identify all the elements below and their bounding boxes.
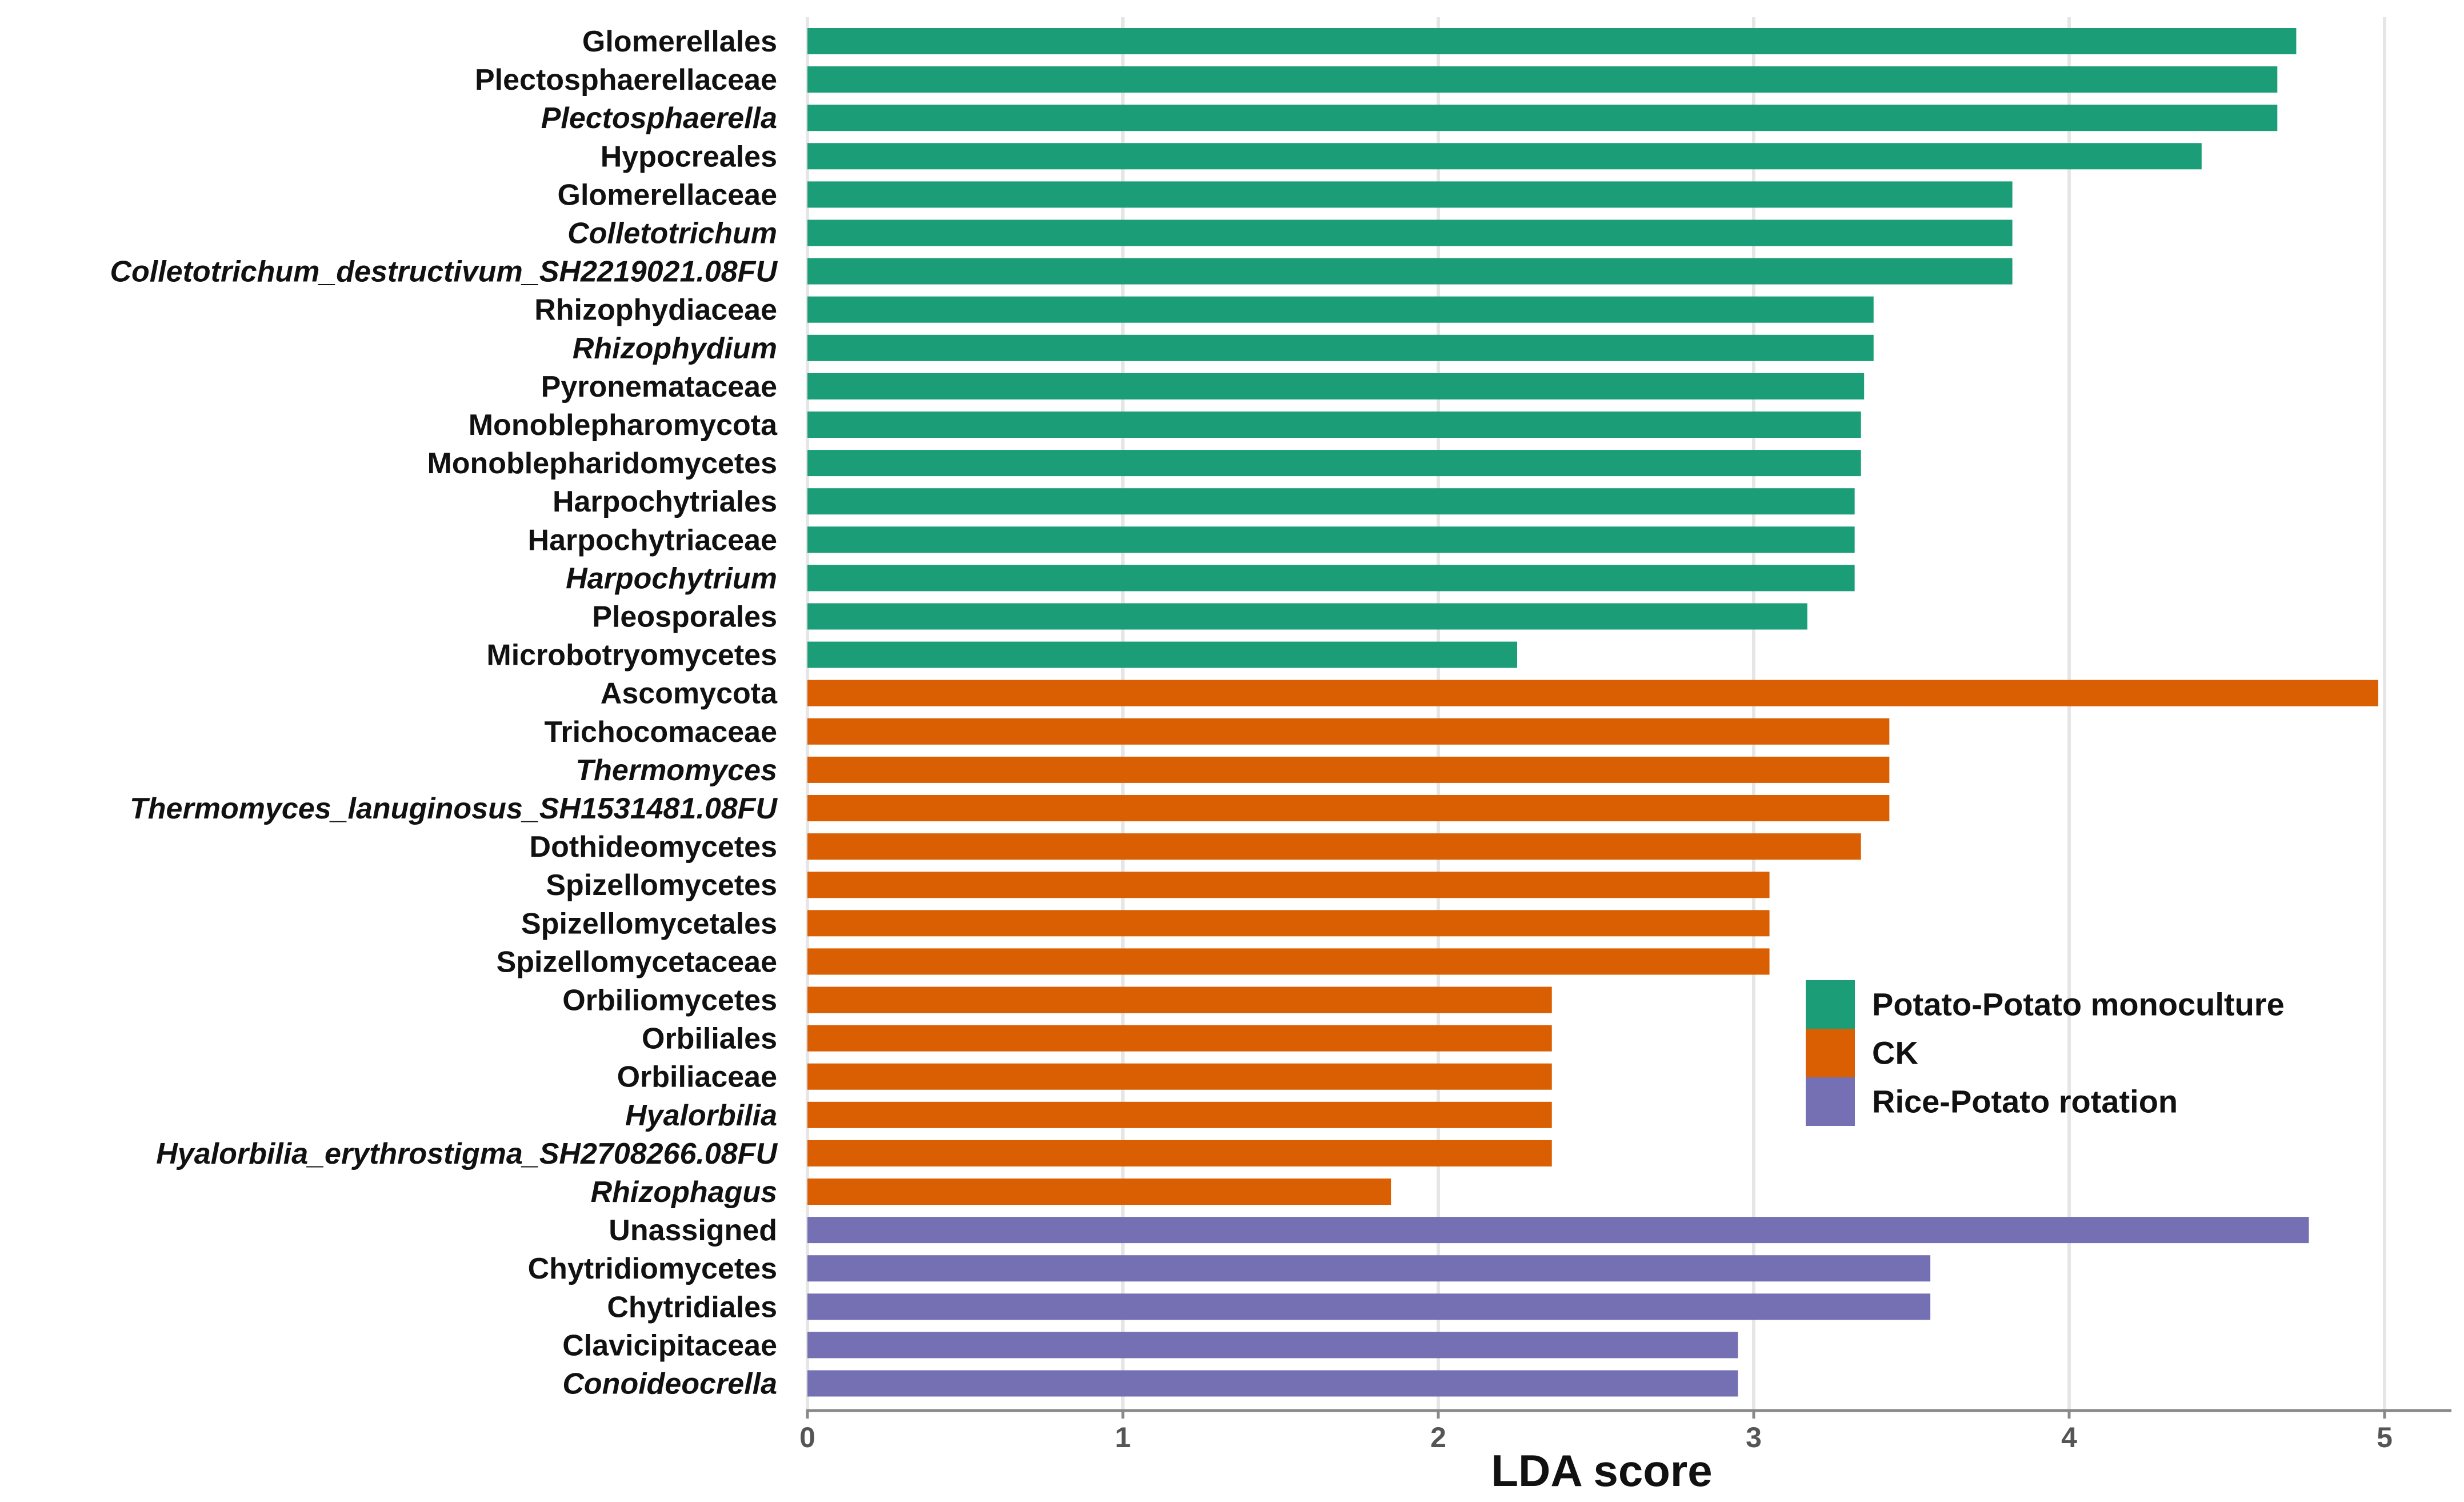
legend-label-0: Potato-Potato monoculture [1872, 986, 2285, 1022]
category-label-13: Harpochytriaceae [528, 524, 777, 557]
bar-11 [807, 450, 1861, 477]
bar-30 [807, 1179, 1391, 1205]
legend-key-2 [1806, 1077, 1855, 1126]
x-axis: 0 1 2 3 4 5 [799, 1409, 2451, 1453]
category-label-10: Monoblepharomycota [469, 409, 778, 442]
category-label-9: Pyronemataceae [541, 370, 777, 404]
bar-10 [807, 412, 1861, 438]
category-label-29: Hyalorbilia_erythrostigma_SH2708266.08FU [156, 1137, 778, 1171]
x-tick-label-4: 4 [2061, 1421, 2077, 1453]
bar-15 [807, 603, 1807, 630]
category-label-17: Ascomycota [601, 677, 778, 710]
bar-26 [807, 1025, 1552, 1052]
bar-2 [807, 105, 2278, 131]
category-label-26: Orbiliales [642, 1022, 777, 1056]
category-label-24: Spizellomycetaceae [497, 945, 777, 978]
legend-label-1: CK [1872, 1035, 1918, 1071]
category-label-14: Harpochytrium [566, 562, 777, 595]
x-tick-label-0: 0 [799, 1421, 815, 1453]
bar-1 [807, 66, 2278, 93]
category-label-12: Harpochytriales [553, 485, 777, 518]
bar-33 [807, 1293, 1931, 1320]
bar-28 [807, 1101, 1552, 1128]
category-label-30: Rhizophagus [591, 1176, 777, 1209]
x-tick-label-5: 5 [2377, 1421, 2393, 1453]
x-tick-label-3: 3 [1746, 1421, 1762, 1453]
category-label-4: Glomerellaceae [558, 178, 777, 211]
bar-23 [807, 910, 1770, 937]
category-label-18: Trichocomaceae [544, 716, 777, 749]
bar-18 [807, 718, 1890, 745]
category-label-15: Pleosporales [592, 601, 777, 634]
bar-21 [807, 833, 1861, 860]
category-label-34: Clavicipitaceae [562, 1329, 777, 1362]
category-label-16: Microbotryomycetes [486, 639, 777, 672]
category-label-21: Dothideomycetes [530, 830, 777, 864]
bar-34 [807, 1332, 1738, 1359]
legend-label-2: Rice-Potato rotation [1872, 1084, 2178, 1120]
category-label-3: Hypocreales [601, 140, 777, 173]
bar-6 [807, 258, 2013, 285]
x-tick-label-2: 2 [1430, 1421, 1446, 1453]
category-label-8: Rhizophydium [573, 332, 777, 365]
bar-19 [807, 756, 1890, 783]
category-label-6: Colletotrichum_destructivum_SH2219021.08… [110, 255, 778, 289]
category-label-5: Colletotrichum [567, 217, 777, 250]
bar-4 [807, 181, 2013, 208]
category-label-11: Monoblepharidomycetes [427, 447, 777, 480]
category-label-20: Thermomyces_lanuginosus_SH1531481.08FU [130, 792, 778, 825]
category-label-22: Spizellomycetes [546, 869, 777, 902]
bar-32 [807, 1255, 1931, 1282]
bar-3 [807, 143, 2202, 170]
category-label-25: Orbiliomycetes [562, 984, 777, 1017]
legend-key-1 [1806, 1029, 1855, 1077]
bar-35 [807, 1370, 1738, 1397]
bar-22 [807, 872, 1770, 898]
bar-0 [807, 28, 2297, 54]
bar-25 [807, 986, 1552, 1013]
bar-24 [807, 948, 1770, 975]
category-label-2: Plectosphaerella [541, 102, 777, 135]
bar-7 [807, 296, 1874, 323]
category-label-1: Plectosphaerellaceae [475, 63, 777, 97]
bar-17 [807, 680, 2378, 706]
bar-12 [807, 488, 1855, 515]
bar-13 [807, 526, 1855, 553]
bar-5 [807, 219, 2013, 246]
category-label-35: Conoideocrella [562, 1368, 777, 1401]
legend: Potato-Potato monoculture CK Rice-Potato r… [1806, 980, 2285, 1126]
legend-key-0 [1806, 980, 1855, 1029]
category-labels: Glomerellales Plectosphaerellaceae Plectos… [110, 25, 778, 1401]
x-tick-label-1: 1 [1115, 1421, 1131, 1453]
category-label-19: Thermomyces [575, 754, 777, 787]
grid-layer [806, 17, 2386, 1411]
category-label-23: Spizellomycetales [521, 907, 777, 940]
bar-8 [807, 334, 1874, 361]
bar-31 [807, 1217, 2309, 1244]
bar-14 [807, 565, 1855, 592]
bar-9 [807, 373, 1865, 400]
category-label-32: Chytridiomycetes [528, 1252, 777, 1285]
category-label-31: Unassigned [609, 1214, 777, 1247]
category-label-0: Glomerellales [582, 25, 777, 58]
category-label-28: Hyalorbilia [625, 1099, 777, 1132]
bar-20 [807, 795, 1890, 821]
bar-layer [807, 28, 2378, 1397]
category-label-33: Chytridiales [607, 1291, 777, 1324]
category-label-7: Rhizophydiaceae [534, 294, 777, 327]
bar-29 [807, 1140, 1552, 1167]
x-axis-title: LDA score [1491, 1445, 1712, 1496]
bar-16 [807, 641, 1517, 668]
category-label-27: Orbiliaceae [617, 1061, 777, 1094]
bar-27 [807, 1063, 1552, 1090]
